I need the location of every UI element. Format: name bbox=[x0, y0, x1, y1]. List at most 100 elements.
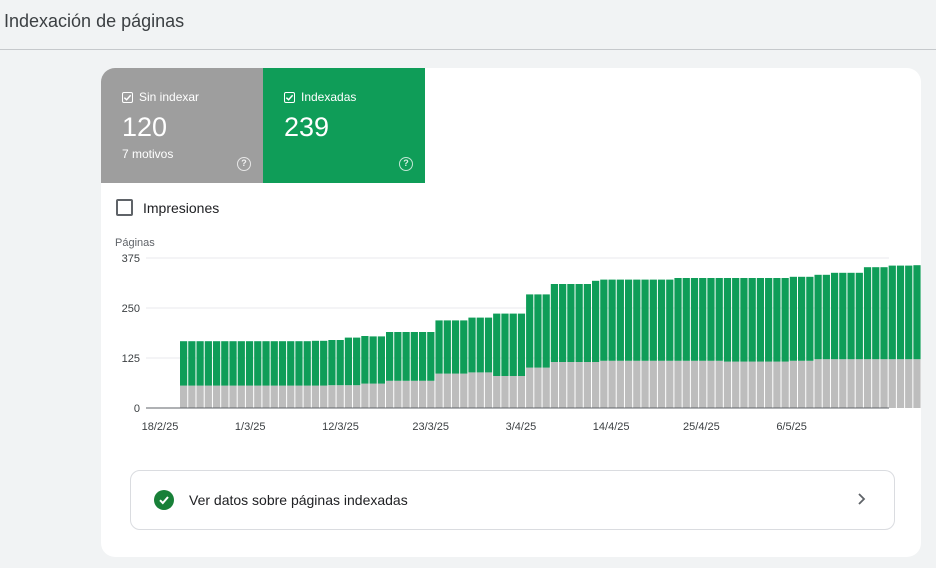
help-icon[interactable]: ? bbox=[237, 157, 251, 171]
bar-indexed bbox=[690, 278, 699, 361]
bar-not-indexed bbox=[550, 362, 559, 408]
bar-indexed bbox=[221, 341, 229, 386]
bar-not-indexed bbox=[427, 380, 435, 408]
bar-not-indexed bbox=[344, 385, 353, 408]
bar-indexed bbox=[353, 337, 361, 386]
bar-not-indexed bbox=[526, 367, 534, 408]
bar-not-indexed bbox=[715, 360, 723, 408]
bar-not-indexed bbox=[699, 360, 707, 408]
bar-not-indexed bbox=[830, 359, 839, 408]
bar-not-indexed bbox=[204, 385, 212, 408]
bar-not-indexed bbox=[180, 385, 188, 408]
bar-indexed bbox=[278, 341, 287, 386]
bar-not-indexed bbox=[575, 362, 583, 408]
bar-not-indexed bbox=[501, 376, 509, 408]
bar-indexed bbox=[295, 341, 303, 386]
bar-indexed bbox=[468, 317, 476, 373]
bar-not-indexed bbox=[196, 385, 204, 408]
metric-not-indexed-reasons: 7 motivos bbox=[122, 147, 174, 161]
bar-indexed bbox=[287, 341, 295, 386]
bar-indexed bbox=[559, 284, 567, 362]
view-indexed-pages-link[interactable]: Ver datos sobre páginas indexadas bbox=[130, 470, 895, 530]
bar-not-indexed bbox=[649, 360, 657, 408]
y-tick-label: 125 bbox=[122, 353, 140, 365]
bar-not-indexed bbox=[386, 380, 394, 408]
bar-not-indexed bbox=[402, 380, 410, 408]
bar-not-indexed bbox=[361, 383, 369, 408]
bar-not-indexed bbox=[493, 376, 501, 408]
indexing-chart: Páginas 0 125 250 375 18/2/25 1/3/25 12/3/25 23/… bbox=[115, 237, 921, 433]
bar-indexed bbox=[592, 280, 600, 362]
bar-not-indexed bbox=[394, 380, 402, 408]
bar-not-indexed bbox=[888, 359, 896, 408]
bar-indexed bbox=[188, 341, 196, 386]
x-tick-label: 1/3/25 bbox=[235, 421, 266, 433]
y-tick-label: 375 bbox=[122, 253, 140, 265]
bar-indexed bbox=[616, 279, 624, 361]
bar-not-indexed bbox=[798, 360, 806, 408]
bar-indexed bbox=[765, 278, 773, 362]
bar-indexed bbox=[476, 317, 484, 373]
bar-not-indexed bbox=[822, 359, 830, 408]
checkbox-checked-icon[interactable] bbox=[122, 91, 133, 103]
bar-indexed bbox=[575, 284, 583, 362]
bar-not-indexed bbox=[781, 361, 789, 408]
bar-not-indexed bbox=[188, 385, 196, 408]
bar-not-indexed bbox=[847, 359, 855, 408]
bar-indexed bbox=[311, 340, 320, 386]
bar-indexed bbox=[830, 272, 839, 360]
bar-not-indexed bbox=[608, 360, 616, 408]
bar-not-indexed bbox=[707, 360, 715, 408]
bar-indexed bbox=[666, 279, 674, 361]
checkbox-checked-icon[interactable] bbox=[284, 91, 295, 103]
help-icon[interactable]: ? bbox=[399, 157, 413, 171]
bar-not-indexed bbox=[863, 359, 872, 408]
bar-not-indexed bbox=[303, 385, 311, 408]
bar-not-indexed bbox=[295, 385, 303, 408]
bar-indexed bbox=[649, 279, 657, 361]
bar-not-indexed bbox=[410, 380, 418, 408]
bar-indexed bbox=[320, 340, 328, 386]
bar-indexed bbox=[583, 284, 591, 362]
bar-not-indexed bbox=[287, 385, 295, 408]
bar-indexed bbox=[863, 267, 872, 360]
bar-indexed bbox=[550, 284, 559, 362]
bar-not-indexed bbox=[641, 360, 649, 408]
bar-indexed bbox=[229, 341, 237, 386]
bar-not-indexed bbox=[855, 359, 863, 408]
bar-indexed bbox=[410, 332, 418, 381]
x-tick-label: 6/5/25 bbox=[776, 421, 807, 433]
bar-indexed bbox=[377, 336, 385, 384]
impressions-label: Impresiones bbox=[143, 199, 220, 216]
check-circle-icon bbox=[154, 490, 174, 510]
impressions-toggle[interactable]: Impresiones bbox=[116, 199, 219, 216]
bar-indexed bbox=[913, 265, 921, 360]
metric-indexed-value: 239 bbox=[284, 112, 330, 142]
bar-not-indexed bbox=[789, 360, 797, 408]
bar-indexed bbox=[732, 278, 740, 362]
bar-indexed bbox=[773, 278, 781, 362]
checkbox-unchecked-icon[interactable] bbox=[116, 199, 133, 216]
bar-indexed bbox=[855, 272, 863, 360]
bar-not-indexed bbox=[542, 367, 550, 408]
x-tick-label: 3/4/25 bbox=[506, 421, 537, 433]
bar-indexed bbox=[394, 332, 402, 381]
bar-not-indexed bbox=[592, 362, 600, 408]
bar-not-indexed bbox=[765, 361, 773, 408]
view-indexed-pages-label: Ver datos sobre páginas indexadas bbox=[189, 492, 408, 508]
bar-indexed bbox=[493, 313, 501, 376]
bar-indexed bbox=[896, 265, 905, 360]
metric-indexed[interactable]: Indexadas 239 ? bbox=[263, 68, 425, 183]
bar-indexed bbox=[344, 337, 353, 386]
bar-not-indexed bbox=[913, 359, 921, 408]
y-tick-label: 250 bbox=[122, 303, 140, 315]
bar-not-indexed bbox=[905, 359, 913, 408]
bar-not-indexed bbox=[682, 360, 690, 408]
bar-indexed bbox=[707, 278, 715, 361]
metric-not-indexed[interactable]: Sin indexar 120 7 motivos ? bbox=[101, 68, 263, 183]
bar-indexed bbox=[484, 317, 493, 373]
bar-not-indexed bbox=[262, 385, 270, 408]
bar-indexed bbox=[748, 278, 756, 362]
bar-not-indexed bbox=[583, 362, 591, 408]
bar-indexed bbox=[682, 278, 690, 361]
